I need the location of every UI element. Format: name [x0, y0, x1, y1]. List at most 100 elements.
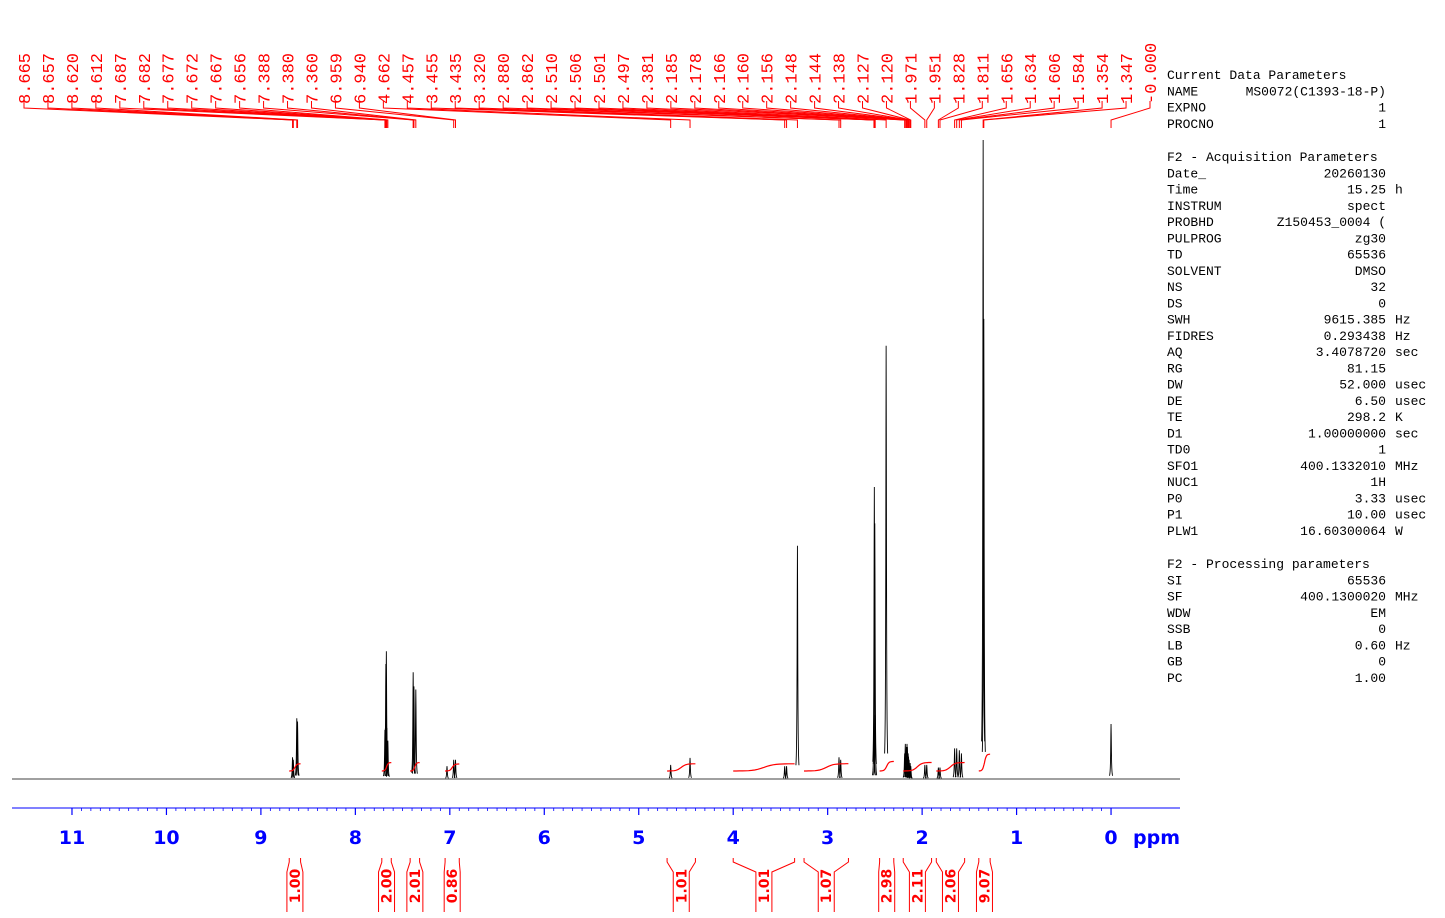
peak-leader: [287, 101, 415, 128]
integral-curve: [381, 762, 392, 772]
peak-label: 1.951: [927, 53, 946, 104]
peak-label: 2.156: [760, 53, 779, 104]
peak: [873, 715, 878, 776]
peak-leader: [646, 101, 887, 128]
peak: [290, 757, 295, 778]
peak-leader: [983, 101, 1127, 128]
peak: [291, 759, 296, 779]
peak-leader: [263, 101, 414, 128]
parameter-value: 1.00000000: [1308, 426, 1386, 441]
integral-label: 2.98: [880, 869, 896, 904]
integral-curve: [445, 763, 460, 772]
integral-label: 1.07: [819, 869, 835, 904]
peak-leader: [718, 101, 907, 128]
parameter-unit: usec: [1395, 491, 1426, 506]
integral-label: 2.01: [408, 869, 424, 904]
peak-label: 2.127: [856, 53, 875, 104]
peak: [294, 718, 299, 776]
peak-leader: [982, 101, 1103, 128]
peak-label: 2.510: [544, 53, 563, 104]
integral-bracket: [443, 858, 461, 912]
x-tick-label: 5: [632, 827, 645, 849]
peak: [453, 759, 458, 779]
x-tick-label: 9: [254, 827, 267, 849]
peak-leader: [694, 101, 906, 128]
peak: [784, 766, 789, 779]
peak-leader: [862, 101, 911, 128]
peak-label: 2.880: [496, 53, 515, 104]
peak-leader: [956, 101, 1031, 128]
peak: [954, 748, 959, 778]
peak: [981, 318, 986, 752]
peak-label: 7.682: [137, 53, 156, 104]
integral-bracket: [902, 858, 933, 912]
peak-leader: [622, 101, 876, 128]
peak-label: 1.354: [1095, 53, 1114, 104]
parameter-name: TD: [1167, 248, 1183, 263]
parameter-name: GB: [1167, 655, 1183, 670]
parameter-name: SWH: [1167, 313, 1190, 328]
peak-label: 3.455: [424, 53, 443, 104]
peak-leader: [239, 101, 389, 128]
parameter-value: DMSO: [1355, 264, 1386, 279]
peak-label: 1.656: [999, 53, 1018, 104]
x-tick-label: 10: [153, 827, 179, 849]
parameter-value: 20260130: [1324, 166, 1386, 181]
peak-label: 2.185: [664, 53, 683, 104]
parameter-section-title: Current Data Parameters: [1167, 68, 1346, 83]
peak-label: 8.657: [41, 53, 60, 104]
peak: [908, 762, 913, 779]
parameter-value: 81.15: [1347, 361, 1386, 376]
parameter-name: SSB: [1167, 622, 1191, 637]
parameter-name: TD0: [1167, 443, 1190, 458]
x-tick-label: 7: [443, 827, 456, 849]
parameter-name: PULPROG: [1167, 231, 1222, 246]
parameter-value: 0.60: [1355, 638, 1386, 653]
parameter-unit: usec: [1395, 394, 1426, 409]
peak-label: 7.656: [233, 53, 252, 104]
peak-leader: [814, 101, 910, 128]
peak: [938, 767, 942, 779]
parameter-value: 10.00: [1347, 508, 1386, 523]
peak-label: 2.497: [616, 53, 635, 104]
parameter-value: 16.60300064: [1300, 524, 1386, 539]
peak-leader: [885, 101, 912, 128]
peak-leader: [939, 101, 983, 128]
peak-label: 8.612: [89, 53, 108, 104]
integral-bracket: [286, 858, 304, 912]
parameter-name: DW: [1167, 378, 1183, 393]
peak-label: -0.000: [1143, 43, 1162, 104]
integral-bracket: [975, 858, 993, 912]
x-tick-label: 6: [538, 827, 551, 849]
peak-label: 7.380: [281, 53, 300, 104]
peak-leader: [95, 101, 299, 128]
peak-label: 7.687: [113, 53, 132, 104]
peak: [959, 753, 964, 778]
peak-leader: [838, 101, 910, 128]
parameter-section-title: F2 - Processing parameters: [1167, 557, 1370, 572]
peak: [884, 345, 889, 754]
parameter-value: 65536: [1347, 573, 1386, 588]
parameter-section-title: F2 - Acquisition Parameters: [1167, 150, 1378, 165]
parameter-value: 32: [1370, 280, 1386, 295]
peak-leader: [926, 101, 935, 128]
parameter-value: MS0072(C1393-18-P): [1246, 84, 1386, 99]
parameter-name: SFO1: [1167, 459, 1198, 474]
parameter-name: NS: [1167, 280, 1183, 295]
peak-leader: [1110, 101, 1151, 128]
parameter-name: Time: [1167, 183, 1198, 198]
integral-curve: [936, 761, 965, 772]
parameter-value: Z150453_0004 (: [1277, 215, 1386, 230]
peak-leader: [334, 101, 455, 128]
integral-curve: [804, 763, 849, 772]
peak-leader: [954, 101, 1007, 128]
parameter-unit: sec: [1395, 426, 1418, 441]
peak-leader: [406, 101, 691, 128]
peak-leader: [937, 101, 959, 128]
parameter-value: 298.2: [1347, 410, 1386, 425]
peak-leader: [766, 101, 908, 128]
peak-label: 4.457: [400, 53, 419, 104]
peak-label: 1.347: [1119, 53, 1138, 104]
parameter-value: 1: [1378, 101, 1386, 116]
parameter-value: 15.25: [1347, 183, 1386, 198]
